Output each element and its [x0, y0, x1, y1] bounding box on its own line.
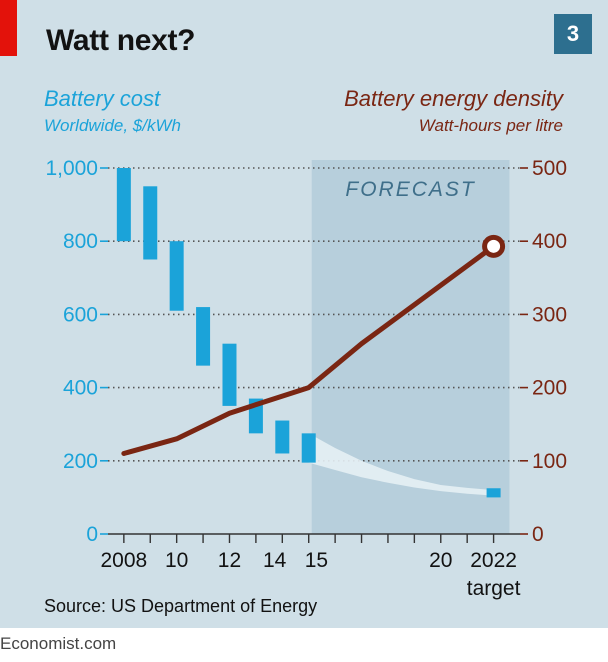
cost-range-bar	[275, 420, 290, 454]
right-axis-title: Battery energy density	[344, 86, 563, 111]
x-tick-label: 2022	[470, 549, 517, 572]
left-tick-label: 400	[63, 377, 98, 400]
x-tick-label: 14	[263, 549, 287, 572]
x-tick-label: 10	[165, 549, 188, 572]
source-note: Source: US Department of Energy	[44, 596, 318, 616]
forecast-region	[311, 160, 510, 534]
x-target-label: target	[467, 577, 521, 600]
cost-range-bar	[196, 307, 211, 366]
left-tick-label: 200	[63, 450, 98, 473]
left-axis-subtitle: Worldwide, $/kWh	[44, 116, 181, 135]
cost-forecast-band	[308, 433, 494, 496]
right-axis-subtitle: Watt-hours per litre	[418, 116, 563, 135]
right-tick-label: 500	[532, 157, 567, 180]
x-tick-label: 12	[218, 549, 241, 572]
cost-range-bar	[486, 488, 501, 498]
left-tick-label: 1,000	[45, 157, 98, 180]
battery-chart: FORECAST 0 200 400 600 800 1,000 0 100 200 300 400 5…	[45, 157, 567, 600]
publisher-credit: Economist.com	[0, 634, 117, 653]
left-tick-label: 600	[63, 303, 98, 326]
left-axis-title: Battery cost	[44, 86, 161, 111]
forecast-label: FORECAST	[345, 178, 476, 201]
right-tick-label: 100	[532, 450, 567, 473]
cost-range-bar	[222, 343, 237, 406]
left-tick-label: 800	[63, 230, 98, 253]
cost-range-bar	[301, 433, 316, 463]
brand-red-bar	[0, 0, 17, 56]
left-tick-label: 0	[86, 523, 98, 546]
chart-title: Watt next?	[46, 24, 196, 57]
x-tick-label: 15	[305, 549, 328, 572]
cost-range-bar	[143, 186, 158, 260]
density-line	[121, 243, 497, 456]
right-tick-label: 0	[532, 523, 544, 546]
cost-range-bar	[169, 241, 184, 311]
right-tick-label: 200	[532, 377, 567, 400]
right-tick-label: 300	[532, 303, 567, 326]
density-target-marker	[482, 234, 506, 258]
x-tick-label: 20	[429, 549, 452, 572]
cost-range-bar	[116, 168, 131, 242]
chart-number-badge: 3	[554, 14, 592, 54]
x-tick-label: 2008	[100, 549, 147, 572]
right-tick-label: 400	[532, 230, 567, 253]
